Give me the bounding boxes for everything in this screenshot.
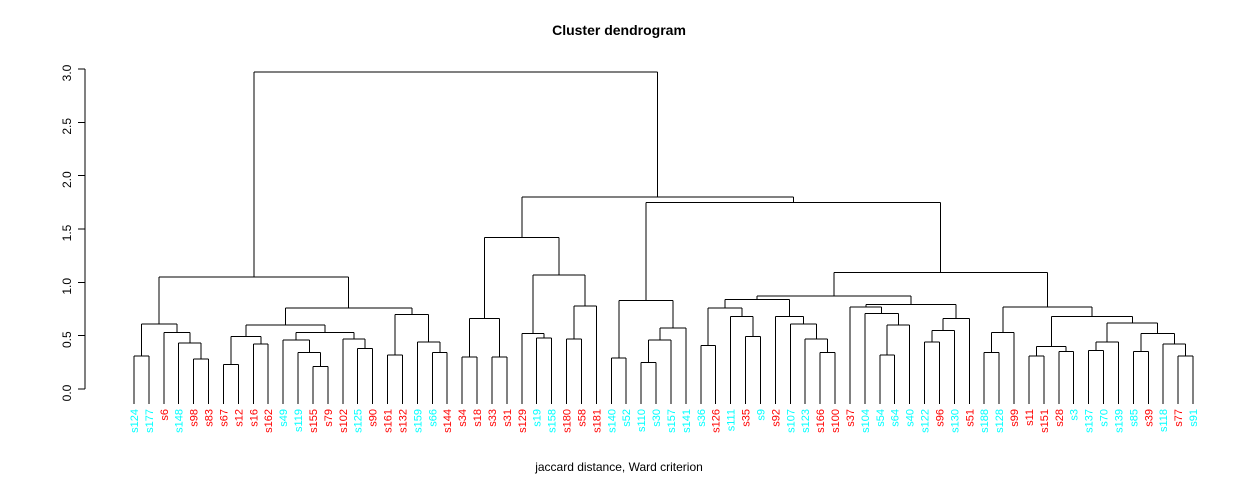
leaf-label: s125 — [353, 409, 365, 433]
leaf-label: s162 — [263, 409, 275, 433]
leaf-label: s151 — [1039, 409, 1051, 433]
leaf-label: s111 — [726, 409, 738, 431]
leaf-label: s51 — [964, 409, 976, 427]
leaf-label: s123 — [800, 409, 812, 433]
leaf-label: s137 — [1084, 409, 1096, 433]
leaf-label: s96 — [934, 409, 946, 427]
leaf-label: s37 — [845, 409, 857, 427]
leaf-label: s49 — [278, 409, 290, 427]
leaf-label: s148 — [174, 409, 186, 433]
leaf-label: s119 — [293, 409, 305, 432]
leaf-label: s92 — [770, 409, 782, 427]
axis-tick-label: 0.0 — [60, 384, 74, 401]
leaf-label: s39 — [1143, 409, 1155, 427]
leaf-label: s9 — [755, 409, 767, 421]
leaf-label: s181 — [591, 409, 603, 433]
leaf-label: s16 — [248, 409, 260, 427]
leaf-label: s40 — [905, 409, 917, 427]
leaf-label: s157 — [666, 409, 678, 433]
axis-tick-label: 0.5 — [60, 331, 74, 348]
leaf-label: s34 — [457, 409, 469, 427]
leaf-label: s11 — [1024, 409, 1036, 426]
leaf-label: s126 — [711, 409, 723, 433]
leaf-label: s180 — [562, 409, 574, 433]
leaf-label: s66 — [427, 409, 439, 427]
leaf-label: s3 — [1069, 409, 1081, 421]
leaf-label: s70 — [1099, 409, 1111, 427]
leaf-label: s99 — [1009, 409, 1021, 427]
leaf-label: s52 — [621, 409, 633, 427]
chart-title: Cluster dendrogram — [552, 22, 686, 38]
leaf-label: s90 — [368, 409, 380, 427]
leaf-label: s122 — [920, 409, 932, 433]
axis-tick-label: 1.0 — [60, 278, 74, 295]
leaf-label: s67 — [218, 409, 230, 427]
leaf-label: s139 — [1113, 409, 1125, 433]
leaf-label: s141 — [681, 409, 693, 433]
leaf-label: s18 — [472, 409, 484, 427]
leaf-label: s124 — [129, 409, 141, 433]
leaf-label: s31 — [502, 409, 514, 427]
leaf-label: s85 — [1128, 409, 1140, 427]
x-axis-label: jaccard distance, Ward criterion — [535, 460, 703, 474]
leaf-label: s104 — [860, 409, 872, 433]
leaf-label: s130 — [949, 409, 961, 433]
leaf-label: s110 — [636, 409, 648, 432]
leaf-label: s36 — [696, 409, 708, 427]
leaf-label: s166 — [815, 409, 827, 433]
axis-tick-label: 1.5 — [60, 224, 74, 241]
leaf-label: s77 — [1173, 409, 1185, 427]
leaf-label: s64 — [890, 409, 902, 427]
leaf-label: s161 — [383, 409, 395, 433]
leaf-label: s28 — [1054, 409, 1066, 427]
leaf-label: s158 — [547, 409, 559, 433]
leaf-label: s6 — [159, 409, 171, 421]
leaf-label: s79 — [323, 409, 335, 427]
leaf-label: s144 — [442, 409, 454, 433]
leaf-label: s30 — [651, 409, 663, 427]
leaf-label: s177 — [144, 409, 156, 433]
leaf-label: s155 — [308, 409, 320, 433]
leaf-label: s132 — [397, 409, 409, 433]
leaf-label: s129 — [517, 409, 529, 433]
axis-tick-label: 2.5 — [60, 118, 74, 135]
leaf-label: s159 — [412, 409, 424, 433]
leaf-label: s54 — [875, 409, 887, 427]
leaf-label: s102 — [338, 409, 350, 433]
axis-tick-label: 3.0 — [60, 64, 74, 81]
axis-tick-label: 2.0 — [60, 171, 74, 188]
leaf-label: s91 — [1188, 409, 1200, 427]
leaf-label: s188 — [979, 409, 991, 433]
leaf-label: s128 — [994, 409, 1006, 433]
leaf-label: s12 — [233, 409, 245, 427]
leaf-label: s140 — [606, 409, 618, 433]
leaf-label: s58 — [576, 409, 588, 427]
leaf-label: s33 — [487, 409, 499, 427]
leaf-label: s118 — [1158, 409, 1170, 432]
leaf-label: s100 — [830, 409, 842, 433]
leaf-label: s98 — [189, 409, 201, 427]
leaf-label: s107 — [785, 409, 797, 433]
leaf-label: s19 — [532, 409, 544, 427]
leaf-label: s83 — [204, 409, 216, 427]
leaf-label: s35 — [741, 409, 753, 427]
